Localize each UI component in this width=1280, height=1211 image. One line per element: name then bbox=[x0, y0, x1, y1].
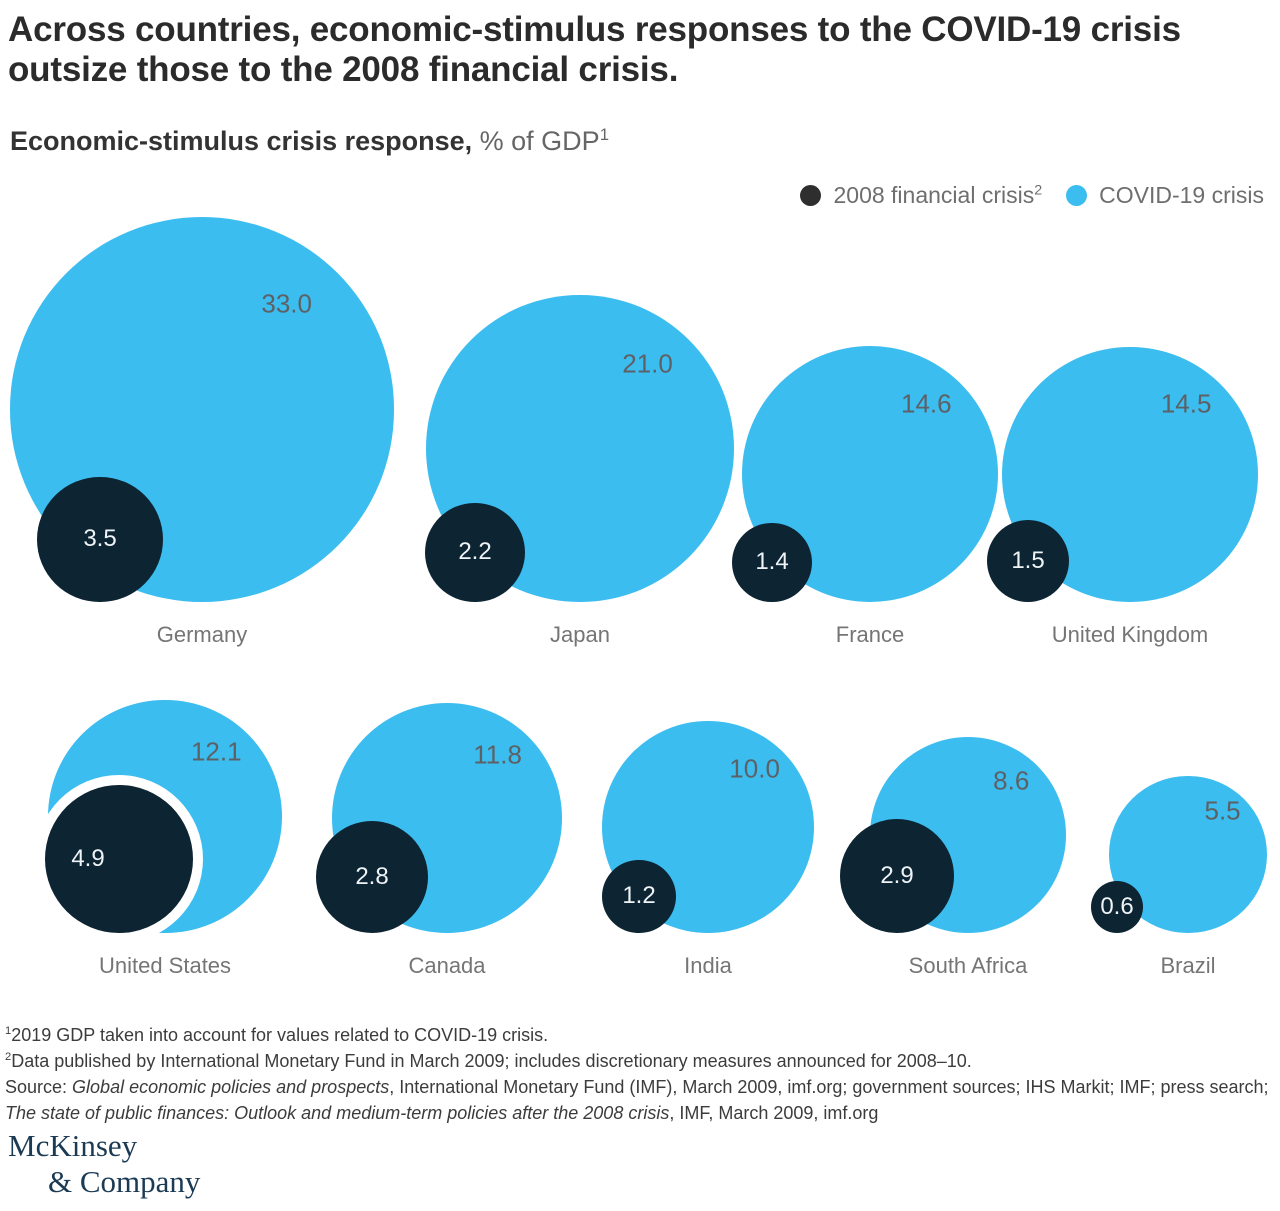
crisis2008-value: 3.5 bbox=[83, 525, 117, 553]
footnote-2-text: Data published by International Monetary… bbox=[11, 1051, 972, 1071]
crisis2008-bubble bbox=[986, 519, 1070, 602]
covid-value: 11.8 bbox=[473, 739, 522, 770]
country-label: Brazil bbox=[1160, 953, 1216, 978]
legend-label: 2008 financial crisis2 bbox=[833, 182, 1043, 208]
mckinsey-logo-line2: & Company bbox=[48, 1164, 201, 1199]
crisis2008-value: 1.5 bbox=[1011, 546, 1045, 574]
covid-value: 5.5 bbox=[1204, 795, 1241, 826]
footnote-marker-1: 1 bbox=[599, 125, 610, 144]
mckinsey-logo-line1: McKinsey bbox=[8, 1128, 138, 1163]
footnotes: 12019 GDP taken into account for values … bbox=[5, 1022, 1277, 1126]
chart-subtitle-bold: Economic-stimulus crisis response, bbox=[10, 126, 473, 156]
source-line: Source: Global economic policies and pro… bbox=[5, 1074, 1277, 1126]
crisis2008-bubble bbox=[602, 859, 676, 933]
footnote-1-marker: 1 bbox=[5, 1025, 12, 1037]
country-label: France bbox=[835, 622, 905, 647]
crisis2008-bubble bbox=[1091, 881, 1143, 933]
covid-value: 14.6 bbox=[901, 388, 952, 419]
country-label: South Africa bbox=[908, 953, 1028, 978]
country-label: United Kingdom bbox=[1051, 622, 1209, 647]
footnote-2: 2Data published by International Monetar… bbox=[5, 1048, 1277, 1074]
crisis2008-value: 4.9 bbox=[71, 844, 105, 872]
country-label: India bbox=[684, 953, 732, 978]
source-prefix: Source: bbox=[5, 1077, 73, 1097]
crisis2008-value: 1.2 bbox=[622, 882, 656, 910]
crisis2008-bubble bbox=[732, 522, 812, 602]
covid-value: 33.0 bbox=[261, 288, 312, 319]
legend-item-2008-crisis: 2008 financial crisis2 bbox=[800, 182, 1042, 209]
covid-value: 10.0 bbox=[729, 753, 780, 784]
country-label: United States bbox=[98, 953, 232, 978]
crisis2008-bubble bbox=[839, 818, 955, 933]
page-title: Across countries, economic-stimulus resp… bbox=[8, 10, 1181, 89]
crisis2008-value: 2.8 bbox=[355, 862, 389, 890]
legend-footnote-marker: 2 bbox=[1034, 182, 1043, 199]
crisis2008-value: 0.6 bbox=[1100, 893, 1134, 921]
footnote-1-text: 2019 GDP taken into account for values r… bbox=[11, 1025, 549, 1045]
crisis2008-value: 2.2 bbox=[458, 538, 492, 566]
covid-value: 14.5 bbox=[1160, 388, 1212, 419]
crisis2008-bubble bbox=[425, 502, 525, 602]
country-label: Germany bbox=[156, 622, 248, 647]
legend-item-covid-crisis: COVID-19 crisis bbox=[1066, 182, 1264, 209]
crisis2008-bubble bbox=[44, 784, 194, 933]
crisis2008-bubble bbox=[315, 820, 429, 933]
crisis2008-value: 1.4 bbox=[755, 548, 789, 576]
source-middle: , International Monetary Fund (IMF), Mar… bbox=[389, 1077, 1269, 1097]
covid-value: 8.6 bbox=[993, 765, 1030, 796]
legend-dot-icon bbox=[800, 185, 822, 206]
source-suffix: , IMF, March 2009, imf.org bbox=[669, 1103, 879, 1123]
crisis2008-bubble bbox=[37, 476, 163, 602]
legend-label: COVID-19 crisis bbox=[1099, 182, 1264, 208]
covid-value: 12.1 bbox=[190, 736, 242, 767]
chart-subtitle-unit: % of GDP bbox=[472, 126, 600, 156]
source-title-1: Global economic policies and prospects bbox=[72, 1077, 390, 1097]
mckinsey-logo: McKinsey & Company bbox=[8, 1128, 200, 1200]
chart-subtitle: Economic-stimulus crisis response, % of … bbox=[10, 126, 609, 157]
covid-value: 21.0 bbox=[622, 348, 673, 379]
source-title-2: The state of public finances: Outlook an… bbox=[5, 1103, 670, 1123]
legend-dot-icon bbox=[1066, 185, 1088, 206]
legend: 2008 financial crisis2 COVID-19 crisis bbox=[800, 182, 1264, 209]
crisis2008-value: 2.9 bbox=[880, 861, 914, 889]
country-label: Japan bbox=[550, 622, 610, 647]
footnote-1: 12019 GDP taken into account for values … bbox=[5, 1022, 1277, 1048]
country-label: Canada bbox=[408, 953, 486, 978]
footnote-2-marker: 2 bbox=[5, 1051, 12, 1063]
